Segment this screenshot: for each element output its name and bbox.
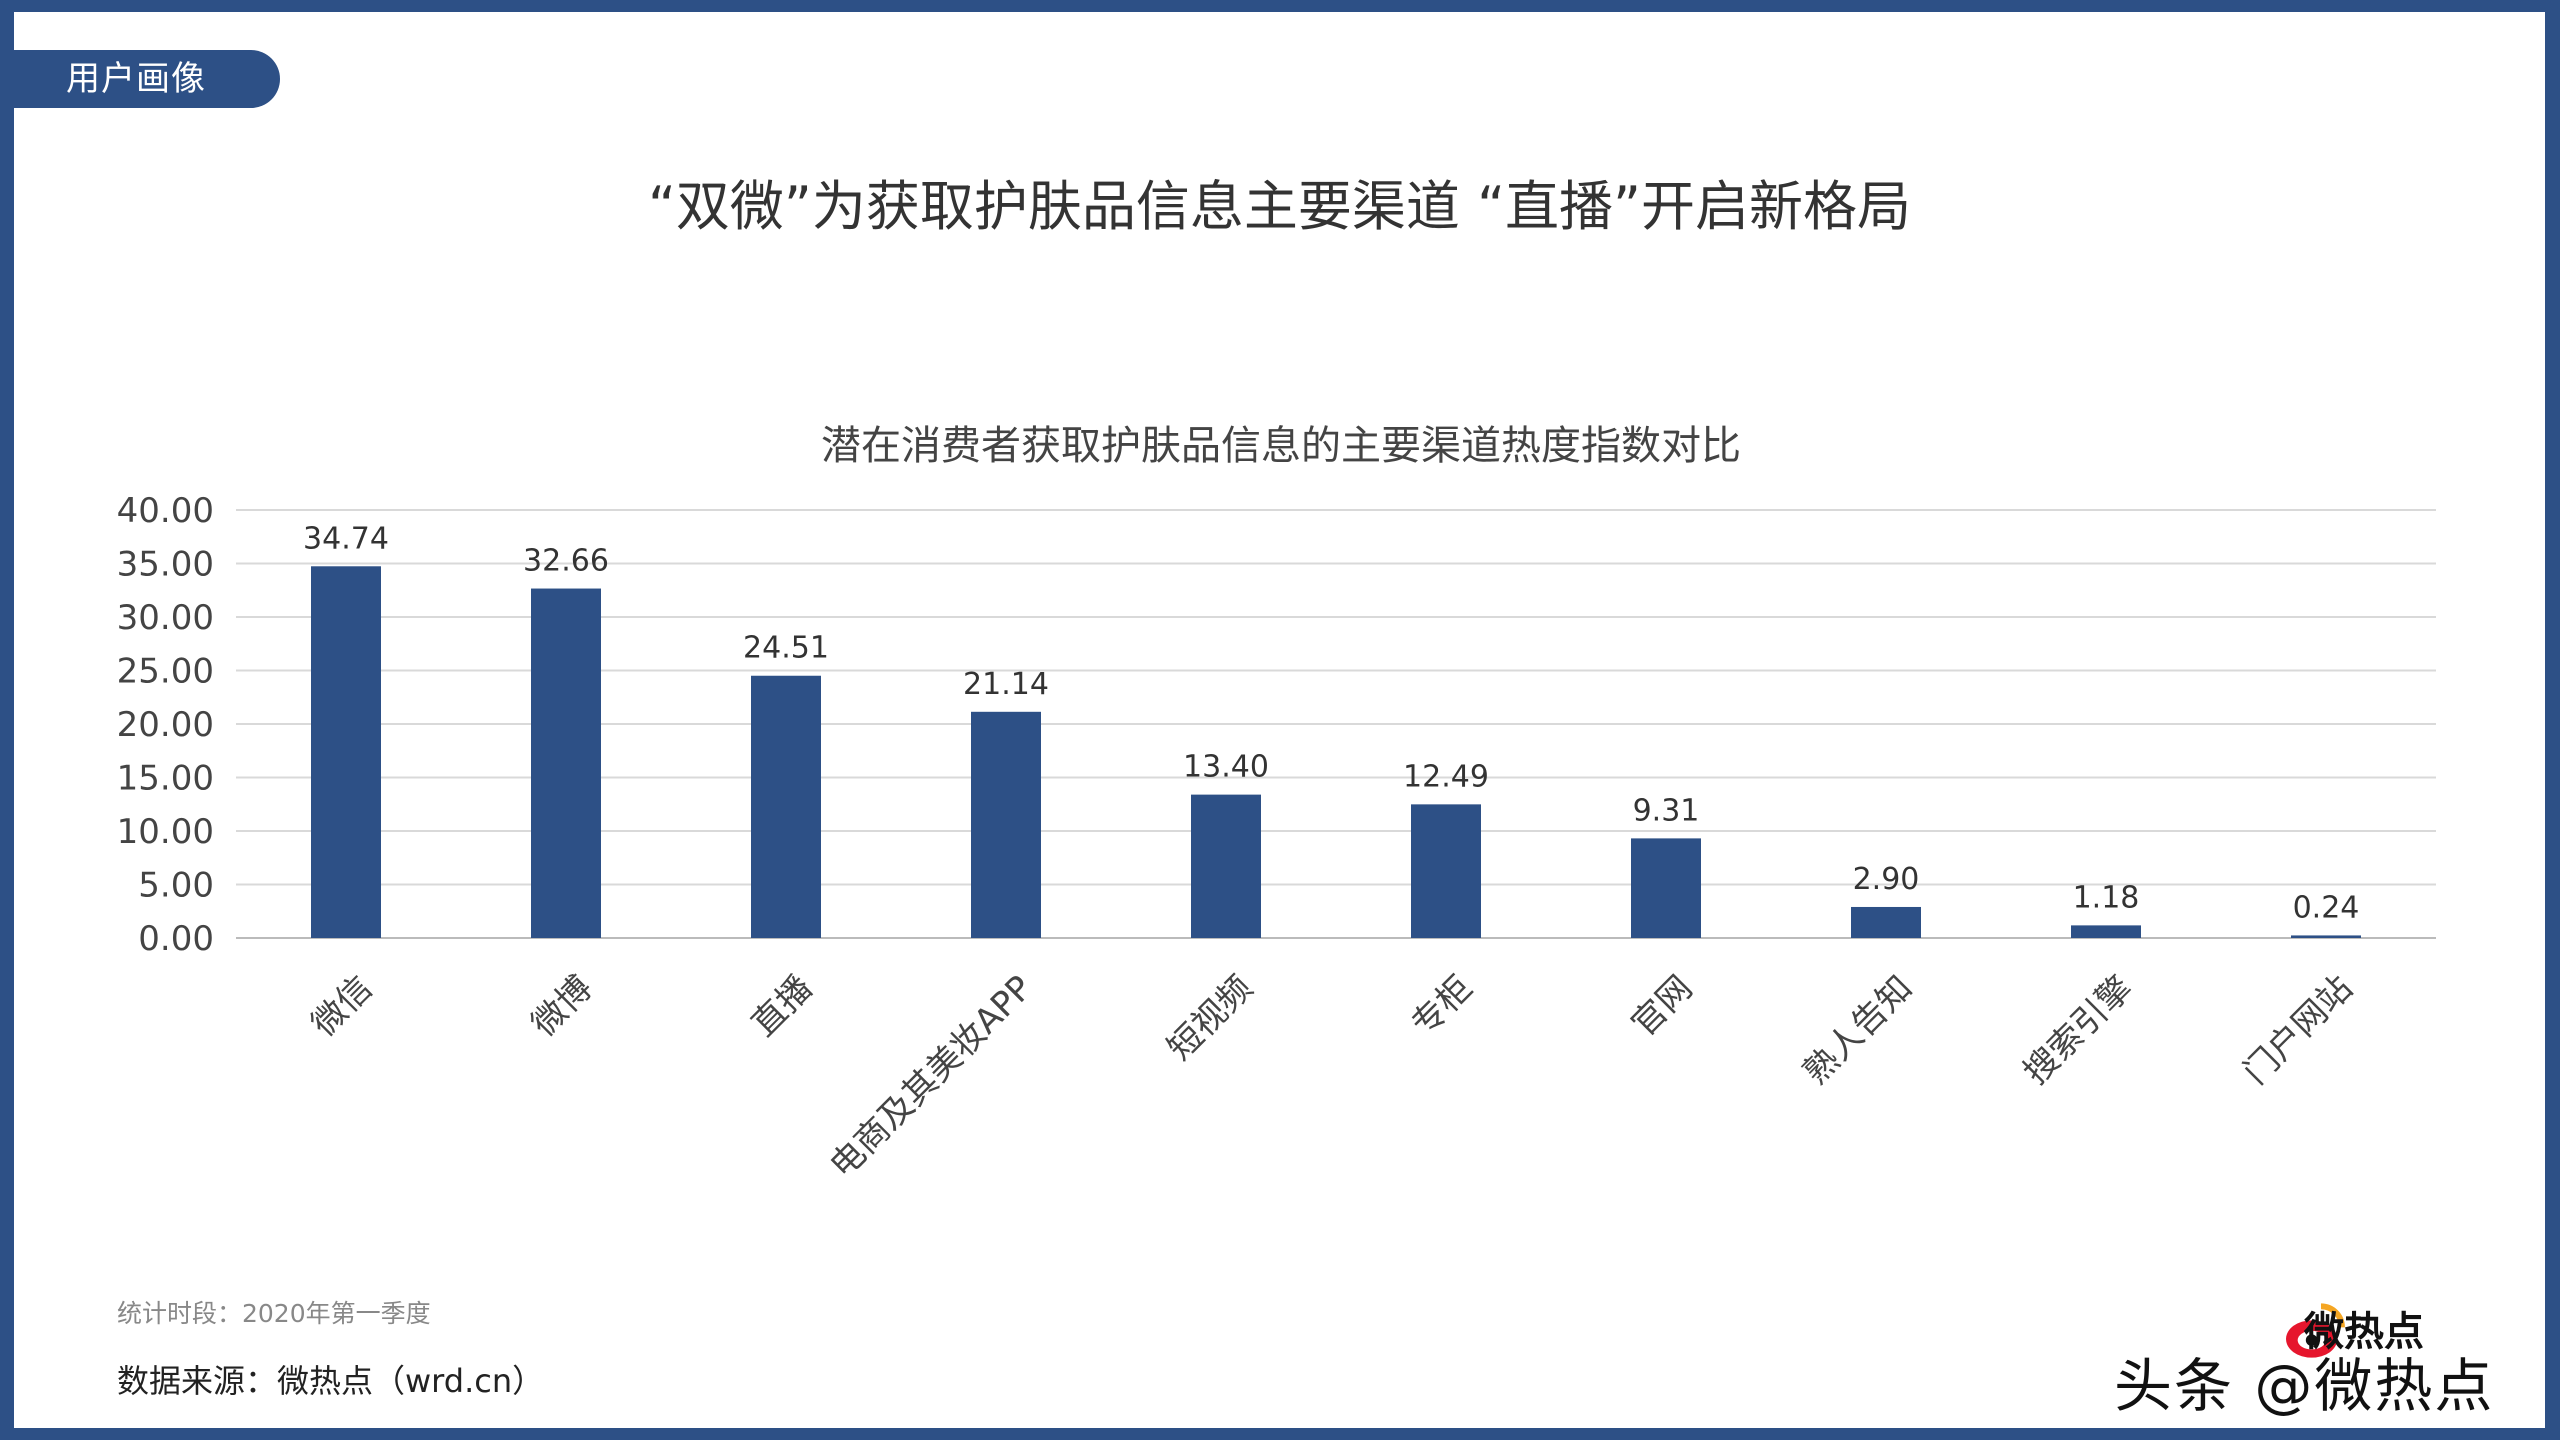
y-tick-label: 20.00: [117, 705, 214, 745]
x-tick-label: 搜索引擎: [2016, 968, 2140, 1092]
x-tick-label: 微信: [304, 968, 380, 1044]
bar: [531, 588, 601, 938]
section-tag: 用户画像: [14, 50, 280, 108]
slide-frame: 用户画像 “双微”为获取护肤品信息主要渠道 “直播”开启新格局 潜在消费者获取护…: [14, 12, 2545, 1428]
x-tick-label: 微博: [524, 968, 600, 1044]
data-label: 12.49: [1403, 759, 1489, 794]
y-tick-label: 30.00: [117, 598, 214, 638]
bar: [1631, 838, 1701, 938]
x-tick-label: 专柜: [1404, 968, 1480, 1044]
bar: [1411, 804, 1481, 938]
bar: [971, 711, 1041, 938]
data-label: 24.51: [743, 631, 829, 666]
bar: [2291, 935, 2361, 938]
bar: [1191, 794, 1261, 938]
y-tick-label: 35.00: [117, 545, 214, 585]
data-source: 数据来源：微热点（wrd.cn）: [117, 1362, 545, 1400]
y-tick-label: 15.00: [117, 759, 214, 799]
watermark: 微热点 头条 @微热点: [2114, 1297, 2534, 1420]
data-label: 2.90: [1853, 862, 1920, 897]
data-label: 32.66: [523, 544, 609, 579]
chart-title: 潜在消费者获取护肤品信息的主要渠道热度指数对比: [821, 423, 1741, 469]
x-tick-label: 门户网站: [2236, 968, 2360, 1092]
bar: [2071, 925, 2141, 938]
data-label: 1.18: [2073, 880, 2140, 915]
bars: [311, 566, 2361, 938]
y-tick-label: 10.00: [117, 812, 214, 852]
bar-chart: 潜在消费者获取护肤品信息的主要渠道热度指数对比 0.00 5.00 10.00 15.…: [117, 423, 2436, 1186]
x-tick-label: 电商及其美妆APP: [822, 968, 1040, 1186]
watermark-brand: 微热点: [2304, 1309, 2424, 1355]
x-axis-ticks: 微信 微博 直播 电商及其美妆APP 短视频 专柜 官网 熟人告知 搜索引擎 门户网站: [304, 968, 2360, 1186]
x-tick-label: 熟人告知: [1796, 968, 1920, 1092]
weibo-eye-icon: [2286, 1303, 2345, 1358]
data-label: 13.40: [1183, 750, 1269, 785]
bar: [311, 566, 381, 938]
y-tick-label: 40.00: [117, 491, 214, 531]
x-tick-label: 直播: [744, 968, 820, 1044]
data-label: 0.24: [2293, 890, 2360, 925]
y-tick-label: 0.00: [138, 919, 214, 959]
data-label: 9.31: [1633, 793, 1700, 828]
bar: [751, 675, 821, 938]
y-tick-label: 5.00: [138, 866, 214, 906]
grid-lines: [236, 509, 2436, 939]
data-label: 34.74: [303, 521, 389, 556]
statistics-period: 统计时段：2020年第一季度: [117, 1299, 431, 1328]
page-title: “双微”为获取护肤品信息主要渠道 “直播”开启新格局: [647, 175, 1912, 238]
bar: [1851, 906, 1921, 938]
x-tick-label: 官网: [1624, 968, 1700, 1044]
y-tick-label: 25.00: [117, 652, 214, 692]
y-axis-ticks: 0.00 5.00 10.00 15.00 20.00 25.00 30.00 35.00 40…: [117, 491, 214, 959]
x-tick-label: 短视频: [1160, 968, 1260, 1068]
watermark-text: 头条 @微热点: [2114, 1352, 2495, 1420]
data-labels: 34.74 32.66 24.51 21.14 13.40 12.49 9.31 2.90 1.…: [303, 521, 2359, 925]
data-label: 21.14: [963, 667, 1049, 702]
